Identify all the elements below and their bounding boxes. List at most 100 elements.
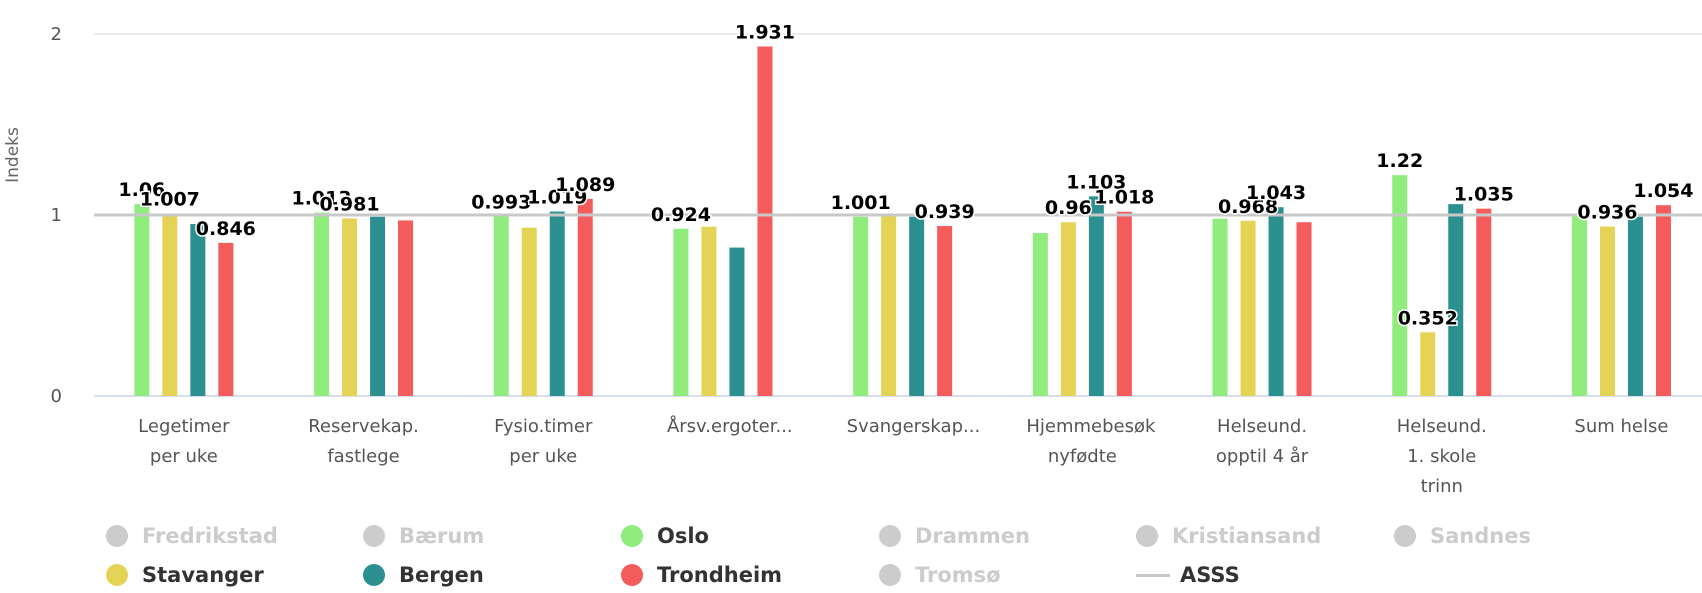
- legend-item[interactable]: Trondheim: [621, 563, 782, 587]
- legend-item[interactable]: Tromsø: [879, 563, 1001, 587]
- bar: [1240, 220, 1256, 396]
- legend-dot: [621, 525, 643, 547]
- legend-item[interactable]: Oslo: [621, 524, 709, 548]
- bar: [757, 46, 773, 396]
- data-label: 0.981: [319, 193, 379, 215]
- data-label: 1.054: [1633, 180, 1693, 202]
- bar: [162, 213, 178, 396]
- bar: [521, 227, 537, 396]
- legend-text: Bergen: [399, 563, 484, 587]
- data-label: 1.931: [735, 21, 795, 43]
- data-label: 1.043: [1246, 182, 1306, 204]
- x-tick-label: Årsv.ergoter...: [666, 416, 793, 437]
- legend-dot: [363, 564, 385, 586]
- x-tick-label: Hjemmebesøk nyfødte: [1026, 416, 1156, 467]
- legend-item[interactable]: Bergen: [363, 563, 484, 587]
- y-tick-label: 2: [51, 24, 62, 45]
- legend-dot: [879, 564, 901, 586]
- data-label: 0.939: [915, 201, 975, 223]
- data-label: 0.936: [1577, 202, 1637, 224]
- data-label: 1.22: [1376, 150, 1423, 172]
- legend-dot: [879, 525, 901, 547]
- data-label: 0.846: [196, 218, 256, 240]
- data-label: 0.352: [1398, 307, 1458, 329]
- bar: [1448, 204, 1464, 396]
- x-tick-label: Legetimer per uke: [138, 416, 230, 467]
- legend-dot: [106, 525, 128, 547]
- legend-text: Stavanger: [142, 563, 264, 587]
- bar: [1571, 215, 1587, 396]
- legend-line: [1136, 573, 1170, 577]
- bar: [1060, 222, 1076, 396]
- bar: [1655, 205, 1671, 396]
- bar: [1627, 216, 1643, 396]
- y-tick-label: 1: [51, 205, 62, 226]
- bar: [701, 226, 717, 396]
- legend-item[interactable]: Bærum: [363, 524, 484, 548]
- bar: [1476, 208, 1492, 396]
- data-label: 1.103: [1066, 171, 1126, 193]
- bar: [1032, 233, 1048, 396]
- bar: [342, 218, 358, 396]
- legend-text: Oslo: [657, 524, 709, 548]
- bar: [493, 216, 509, 396]
- bar: [134, 204, 150, 396]
- legend-item[interactable]: ASSS: [1136, 563, 1240, 587]
- bar: [190, 224, 206, 396]
- bar: [881, 214, 897, 396]
- bar: [1392, 175, 1408, 396]
- legend-text: Bærum: [399, 524, 485, 548]
- bar: [1088, 196, 1104, 396]
- bar: [673, 228, 689, 396]
- bar: [729, 247, 745, 396]
- x-tick-label: Fysio.timer per uke: [494, 416, 593, 467]
- bar: [1599, 226, 1615, 396]
- data-label: 1.007: [140, 189, 200, 211]
- y-tick-label: 0: [51, 386, 62, 407]
- bar: [853, 216, 869, 396]
- legend-text: Fredrikstad: [142, 524, 278, 548]
- legend-text: Drammen: [915, 524, 1030, 548]
- bar: [370, 216, 386, 396]
- data-label: 1.019: [527, 187, 587, 209]
- legend-dot: [106, 564, 128, 586]
- x-tick-label: Svangerskap...: [846, 416, 981, 437]
- legend-item[interactable]: Kristiansand: [1136, 524, 1321, 548]
- legend-dot: [363, 525, 385, 547]
- data-label: 1.089: [555, 174, 615, 196]
- bar: [1268, 207, 1284, 396]
- legend-item[interactable]: Stavanger: [106, 563, 264, 587]
- legend-item[interactable]: Sandnes: [1394, 524, 1531, 548]
- legend-dot: [1136, 525, 1158, 547]
- data-label: 0.993: [471, 191, 531, 213]
- legend-text: Sandnes: [1430, 524, 1531, 548]
- x-tick-label: Sum helse: [1574, 416, 1669, 437]
- data-label: 1.001: [831, 192, 891, 214]
- bar: [1212, 218, 1228, 396]
- bar: [398, 220, 414, 396]
- bar: [549, 211, 565, 396]
- x-tick-label: Reservekap. fastlege: [308, 416, 419, 467]
- data-label: 0.924: [651, 204, 711, 226]
- bar: [577, 198, 593, 396]
- legend-dot: [621, 564, 643, 586]
- data-label: 1.06: [118, 179, 165, 201]
- legend-dot: [1394, 525, 1416, 547]
- x-tick-label: Helseund. opptil 4 år: [1215, 416, 1309, 467]
- bar: [314, 212, 330, 396]
- data-label: 1.035: [1454, 184, 1514, 206]
- bar: [218, 242, 234, 396]
- x-tick-label: Helseund. 1. skole trinn: [1396, 416, 1487, 497]
- y-axis-title: Indeks: [3, 127, 23, 183]
- data-label: 0.96: [1045, 197, 1092, 219]
- bar: [1420, 332, 1436, 396]
- data-label: 0.968: [1218, 196, 1278, 218]
- bar: [909, 216, 925, 396]
- legend-item[interactable]: Fredrikstad: [106, 524, 278, 548]
- legend-text: Trondheim: [657, 563, 783, 587]
- data-label: 1.013: [291, 188, 351, 210]
- legend-item[interactable]: Drammen: [879, 524, 1030, 548]
- bar: [1116, 211, 1132, 396]
